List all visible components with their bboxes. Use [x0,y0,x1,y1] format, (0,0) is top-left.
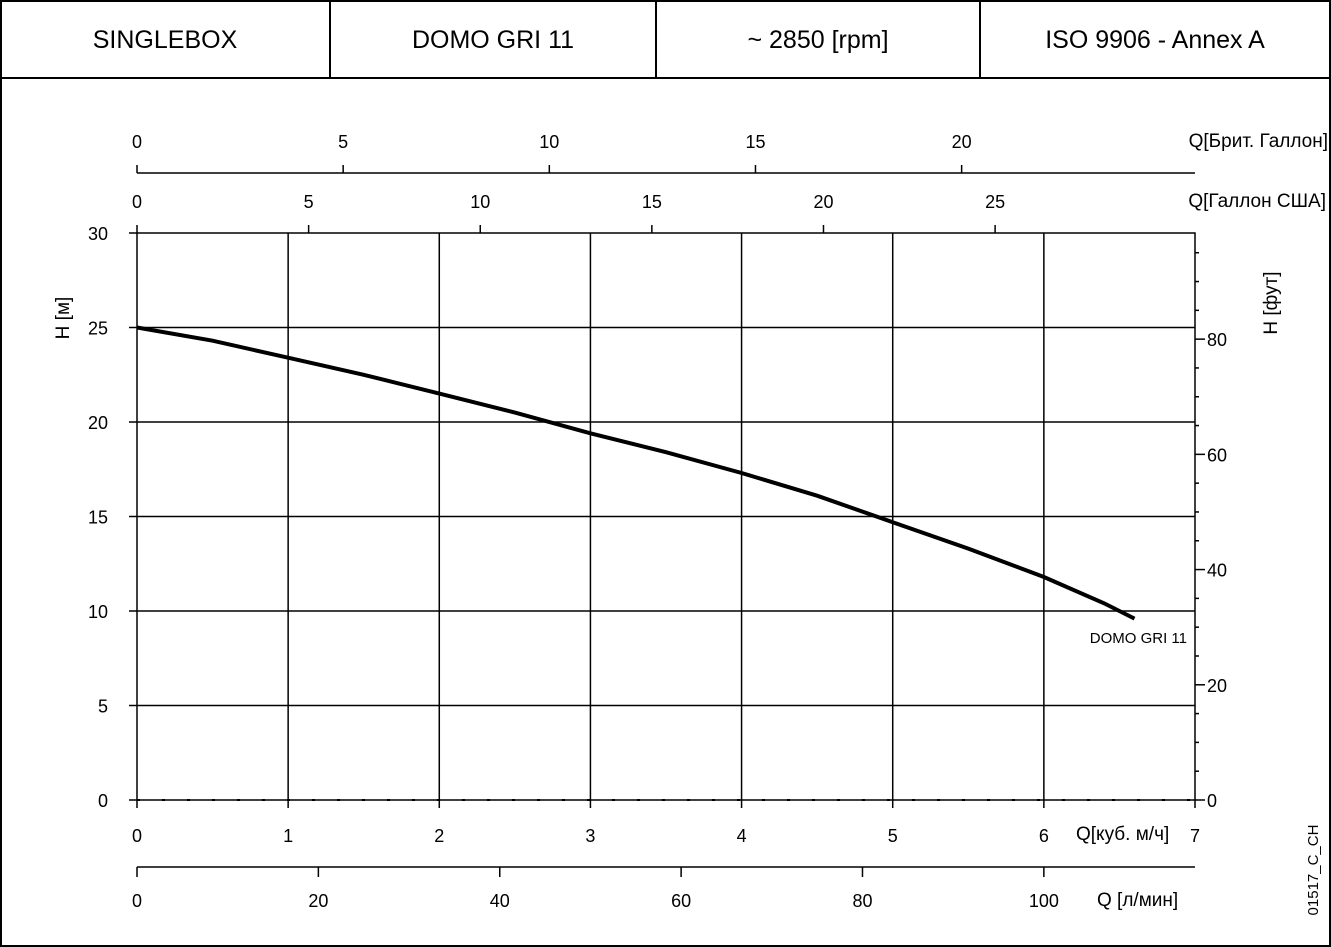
left-axis-tick-label: 15 [88,508,108,528]
performance-curve [136,325,1136,621]
left-axis-tick-label: 25 [88,319,108,339]
top-us-tick-label: 10 [470,192,490,212]
left-axis-tick-label: 30 [88,224,108,244]
curve-label: DOMO GRI 11 [1090,630,1187,647]
right-axis-label: H [фут] [1261,271,1282,334]
bottom-lmin-tick-label: 20 [308,891,328,911]
right-axis-tick-label: 20 [1207,676,1227,696]
right-axis-tick-label: 0 [1207,791,1217,811]
bottom-m3h-axis-label: Q[куб. м/ч] [1076,824,1169,845]
right-axis-tick-label: 80 [1207,330,1227,350]
top-uk-axis-label: Q[Брит. Галлон] [1189,131,1328,152]
bottom-m3h-tick-label: 6 [1039,826,1049,846]
header-pump-model: DOMO GRI 11 [412,26,574,54]
header-pump-family: SINGLEBOX [93,26,238,54]
bottom-lmin-tick-label: 0 [132,891,142,911]
left-axis-tick-label: 5 [98,697,108,717]
top-us-tick-label: 20 [813,192,833,212]
left-axis-tick-label: 10 [88,602,108,622]
header-standard: ISO 9906 - Annex A [1045,26,1265,54]
bottom-m3h-tick-label: 1 [283,826,293,846]
bottom-m3h-tick-label: 7 [1190,826,1200,846]
left-axis-tick-label: 0 [98,791,108,811]
bottom-m3h-tick-label: 3 [585,826,595,846]
top-us-tick-label: 0 [132,192,142,212]
top-uk-tick-label: 10 [539,132,559,152]
bottom-lmin-axis-label: Q [л/мин] [1097,890,1178,911]
bottom-lmin-tick-label: 40 [490,891,510,911]
header-speed: ~ 2850 [rpm] [747,26,888,54]
top-us-tick-label: 25 [985,192,1005,212]
top-us-tick-label: 15 [642,192,662,212]
top-uk-tick-label: 0 [132,132,142,152]
top-uk-tick-label: 5 [338,132,348,152]
top-us-tick-label: 5 [304,192,314,212]
right-axis-tick-label: 40 [1207,561,1227,581]
drawing-code: 01517_C_CH [1305,825,1322,916]
bottom-lmin-tick-label: 100 [1029,891,1059,911]
bottom-lmin-tick-label: 80 [852,891,872,911]
top-uk-tick-label: 15 [745,132,765,152]
bottom-m3h-tick-label: 4 [737,826,747,846]
bottom-m3h-tick-label: 5 [888,826,898,846]
chart-grid [137,233,1195,801]
bottom-m3h-tick-label: 2 [434,826,444,846]
left-axis-label: H [м] [53,297,74,340]
top-us-axis-label: Q[Галлон США] [1188,191,1326,212]
top-uk-tick-label: 20 [952,132,972,152]
bottom-lmin-tick-label: 60 [671,891,691,911]
bottom-m3h-tick-label: 0 [132,826,142,846]
right-axis-tick-label: 60 [1207,445,1227,465]
left-axis-tick-label: 20 [88,413,108,433]
